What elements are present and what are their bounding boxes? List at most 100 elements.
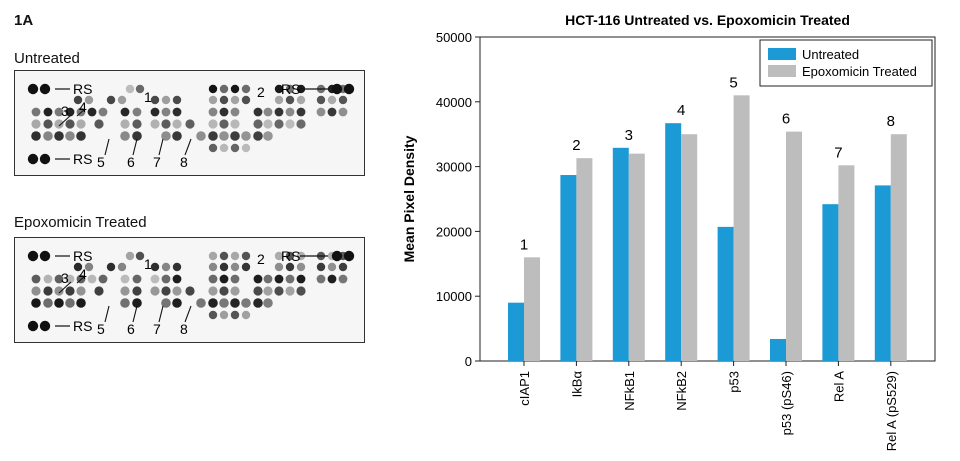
untreated-array: RS RS RS 1 2 3 4 5 6 7 8 <box>14 70 365 176</box>
spot <box>172 274 182 284</box>
spot <box>43 119 53 129</box>
treated-array: RS RS RS 1 2 3 4 5 6 7 8 <box>14 237 365 343</box>
spot <box>120 119 130 129</box>
spot <box>172 131 182 141</box>
spot <box>241 262 251 272</box>
spot <box>161 274 171 284</box>
reference-spot <box>39 250 51 262</box>
spot <box>208 95 218 105</box>
bar-treated <box>628 153 645 361</box>
spot <box>219 310 229 320</box>
y-tick-label: 20000 <box>436 224 472 239</box>
spot <box>208 251 218 261</box>
spot <box>327 107 337 117</box>
spot <box>208 84 218 94</box>
spot <box>98 274 108 284</box>
spot <box>274 107 284 117</box>
callout-label: 2 <box>257 251 265 267</box>
bar-treated <box>786 131 802 361</box>
spot <box>43 131 53 141</box>
spot <box>230 131 240 141</box>
reference-spot <box>27 250 39 262</box>
rs-label: RS <box>73 248 92 264</box>
spot <box>185 286 195 296</box>
spot <box>230 95 240 105</box>
x-tick-label: p53 (pS46) <box>779 371 794 435</box>
spot <box>87 274 97 284</box>
spot <box>43 107 53 117</box>
bar-number-label: 4 <box>677 102 685 119</box>
callout-label: 3 <box>61 103 69 119</box>
spot <box>172 286 182 296</box>
reference-spot <box>331 83 343 95</box>
x-tick-label: NFkB2 <box>674 371 689 411</box>
callout-line <box>58 281 72 294</box>
spot <box>285 251 295 261</box>
bar-untreated <box>822 204 839 361</box>
spot <box>263 107 273 117</box>
spot <box>120 131 130 141</box>
chart-title: HCT-116 Untreated vs. Epoxomicin Treated <box>565 12 850 28</box>
spot <box>161 107 171 117</box>
spot <box>274 262 284 272</box>
plot-frame <box>479 36 936 362</box>
spot <box>241 84 251 94</box>
callout-line <box>104 138 110 156</box>
spot <box>94 286 104 296</box>
spot <box>327 274 337 284</box>
spot <box>150 274 160 284</box>
spot <box>76 298 86 308</box>
reference-spot <box>39 153 51 165</box>
callout-label: 8 <box>180 321 188 337</box>
spot <box>65 274 75 284</box>
spot <box>132 131 142 141</box>
rs-label: RS <box>73 318 92 334</box>
legend-swatch-treated <box>768 65 796 77</box>
reference-spot <box>39 83 51 95</box>
x-tick-label: cIAP1 <box>517 371 532 406</box>
x-tick-label: NFkB1 <box>622 371 637 411</box>
spot <box>65 131 75 141</box>
spot <box>65 107 75 117</box>
legend-box <box>759 39 933 87</box>
spot <box>219 131 229 141</box>
y-tick-label: 10000 <box>436 289 472 304</box>
rs-label: RS <box>73 81 92 97</box>
bar-number-label: 2 <box>572 137 580 154</box>
bar-treated <box>890 134 907 361</box>
spot <box>263 298 273 308</box>
spot <box>316 262 326 272</box>
spot <box>76 131 86 141</box>
spot <box>296 119 306 129</box>
callout-line <box>76 275 86 284</box>
spot <box>196 298 206 308</box>
spot <box>219 84 229 94</box>
spot <box>117 95 127 105</box>
spot <box>285 274 295 284</box>
spot <box>132 286 142 296</box>
bar-treated <box>576 158 593 361</box>
spot <box>54 131 64 141</box>
spot <box>338 95 348 105</box>
spot <box>31 131 41 141</box>
spot <box>54 119 64 129</box>
callout-line <box>184 305 192 323</box>
spot <box>338 107 348 117</box>
spot <box>219 107 229 117</box>
rs-label: RS <box>281 81 300 97</box>
spot <box>172 298 182 308</box>
spot <box>338 274 348 284</box>
spot <box>196 131 206 141</box>
spot <box>208 310 218 320</box>
spot <box>161 95 171 105</box>
callout-label: 5 <box>97 321 105 337</box>
spot <box>219 143 229 153</box>
spot <box>316 274 326 284</box>
spot <box>230 251 240 261</box>
spot <box>87 107 97 117</box>
spot <box>208 107 218 117</box>
spot <box>219 119 229 129</box>
callout-line <box>132 138 138 156</box>
spot <box>172 95 182 105</box>
spot <box>73 95 83 105</box>
